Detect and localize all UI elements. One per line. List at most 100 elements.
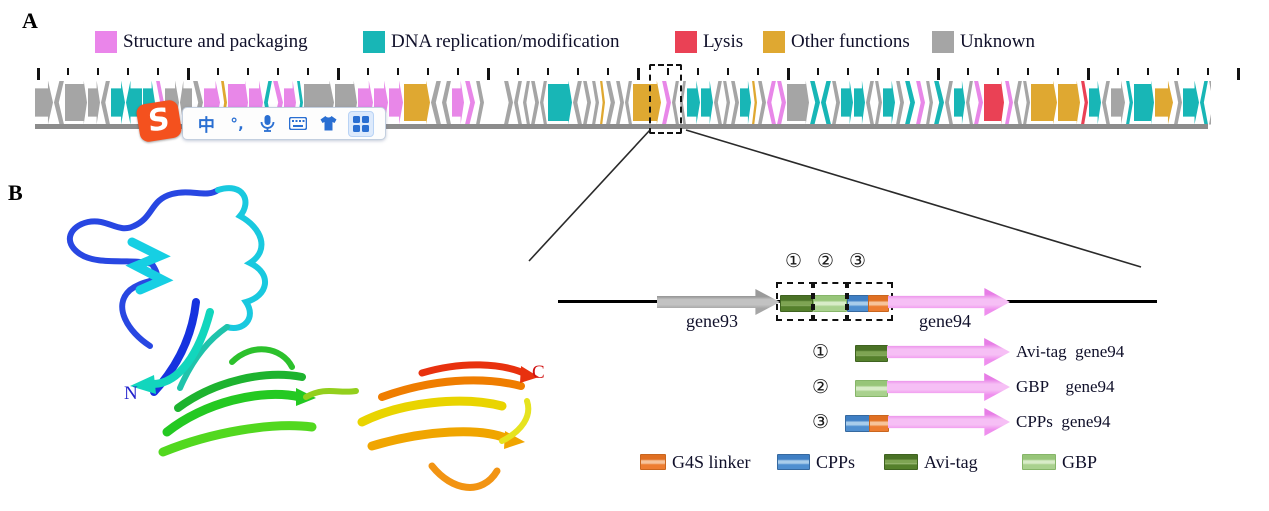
gene-arrow: [954, 80, 965, 125]
insert-legend-swatch-icon: [640, 454, 666, 470]
sogou-logo-icon[interactable]: S: [135, 98, 183, 144]
skin-icon[interactable]: [317, 112, 341, 136]
gene-arrow: [625, 81, 632, 125]
gene94-arrow: [887, 373, 1010, 401]
ruler-major-tick: [637, 68, 640, 80]
gene-arrow: [723, 80, 730, 125]
ruler-tick: [907, 68, 909, 75]
gene-arrow: [821, 81, 831, 125]
g4s-insert: [869, 415, 889, 432]
gene-arrow: [1058, 80, 1080, 125]
gene-arrow: [687, 80, 700, 125]
gbp-insert: [855, 380, 888, 397]
ruler-major-tick: [337, 68, 340, 80]
gene-arrow: [740, 80, 751, 125]
construct-label: CPPs gene94: [1016, 412, 1111, 431]
gene-arrow: [1005, 80, 1013, 125]
c-terminus-label: C: [532, 362, 545, 383]
chinese-mode-icon[interactable]: 中: [197, 116, 215, 136]
legend-item: Lysis: [675, 30, 743, 53]
legend-swatch-icon: [363, 30, 385, 53]
gene-arrow: [1200, 81, 1208, 125]
gene-arrow: [606, 80, 615, 125]
gene-arrow: [431, 81, 441, 125]
ruler-tick: [607, 68, 609, 75]
gene-arrow: [616, 80, 624, 125]
gene-arrow: [767, 81, 776, 125]
gene-arrow: [633, 80, 661, 125]
gene-arrow: [523, 81, 530, 125]
panel-b-label: B: [8, 180, 23, 205]
ruler-tick: [157, 68, 159, 75]
n-terminus-label: N: [124, 383, 138, 404]
legend-swatch-icon: [95, 30, 117, 53]
gene-arrow: [1209, 80, 1211, 125]
callout-2: ②: [817, 250, 835, 272]
ruler-tick: [127, 68, 129, 75]
keyboard-icon[interactable]: [286, 112, 310, 136]
toolbox-icon[interactable]: [347, 110, 374, 137]
insert-box-3: [845, 282, 893, 321]
callout-1: ①: [785, 250, 803, 272]
gene-arrow: [476, 80, 484, 125]
genome-baseline: [35, 124, 1208, 129]
ruler-tick: [247, 68, 249, 75]
gene-arrow: [583, 80, 591, 125]
ruler-tick: [1207, 68, 1209, 75]
gene-arrow: [548, 80, 572, 125]
gene-arrow: [896, 80, 904, 125]
gene94-label: gene94: [919, 311, 971, 331]
gene-arrow: [883, 80, 895, 125]
gene-arrow: [1081, 80, 1088, 125]
gene-arrow: [974, 80, 983, 125]
gene-arrow: [1134, 80, 1154, 125]
gene-arrow: [592, 80, 599, 125]
construct-number: ②: [812, 376, 830, 398]
gene-arrow: [404, 80, 430, 125]
gene-arrow: [442, 81, 451, 125]
gene-arrow: [752, 80, 757, 125]
construct-number: ③: [812, 411, 830, 433]
ruler-tick: [547, 68, 549, 75]
punctuation-icon[interactable]: °‚: [230, 114, 244, 133]
ruler-major-tick: [1237, 68, 1240, 80]
avi-insert: [855, 345, 888, 362]
ruler-tick: [967, 68, 969, 75]
gene-arrow: [573, 81, 582, 125]
legend-label: DNA replication/modification: [391, 30, 620, 52]
legend-item: DNA replication/modification: [363, 30, 619, 53]
ruler-tick: [847, 68, 849, 75]
ruler-tick: [277, 68, 279, 75]
legend-item: Other functions: [763, 30, 910, 53]
ime-statusbar[interactable]: 中 °‚: [182, 107, 386, 140]
ruler-tick: [427, 68, 429, 75]
ruler-tick: [367, 68, 369, 75]
zoom-region-box: [649, 64, 682, 134]
gene-arrow: [854, 80, 865, 125]
cpps-insert: [845, 415, 870, 432]
ruler-tick: [1027, 68, 1029, 75]
insert-legend-item: GBP: [1022, 451, 1098, 472]
construct-label: Avi-tag gene94: [1016, 342, 1125, 361]
gene-arrow: [1031, 80, 1057, 125]
ruler-major-tick: [187, 68, 190, 80]
gene-arrow: [701, 80, 713, 125]
insert-legend-swatch-icon: [777, 454, 810, 470]
gene-arrow: [810, 80, 820, 125]
insert-box-2: [811, 282, 849, 321]
gene-arrow: [841, 80, 853, 125]
gene-arrow: [945, 81, 953, 125]
gene-arrow: [504, 80, 513, 125]
gene-arrow: [1111, 80, 1125, 125]
microphone-icon[interactable]: [256, 112, 280, 136]
gene-arrow: [465, 80, 475, 125]
ruler-tick: [457, 68, 459, 75]
gene-arrow: [1126, 80, 1133, 125]
gene93-label: gene93: [686, 311, 738, 331]
insert-legend-label: GBP: [1062, 451, 1098, 472]
insert-legend-item: G4S linker: [640, 452, 751, 472]
gene-arrow: [1089, 80, 1101, 125]
ruler-major-tick: [37, 68, 40, 80]
ruler-tick: [727, 68, 729, 75]
